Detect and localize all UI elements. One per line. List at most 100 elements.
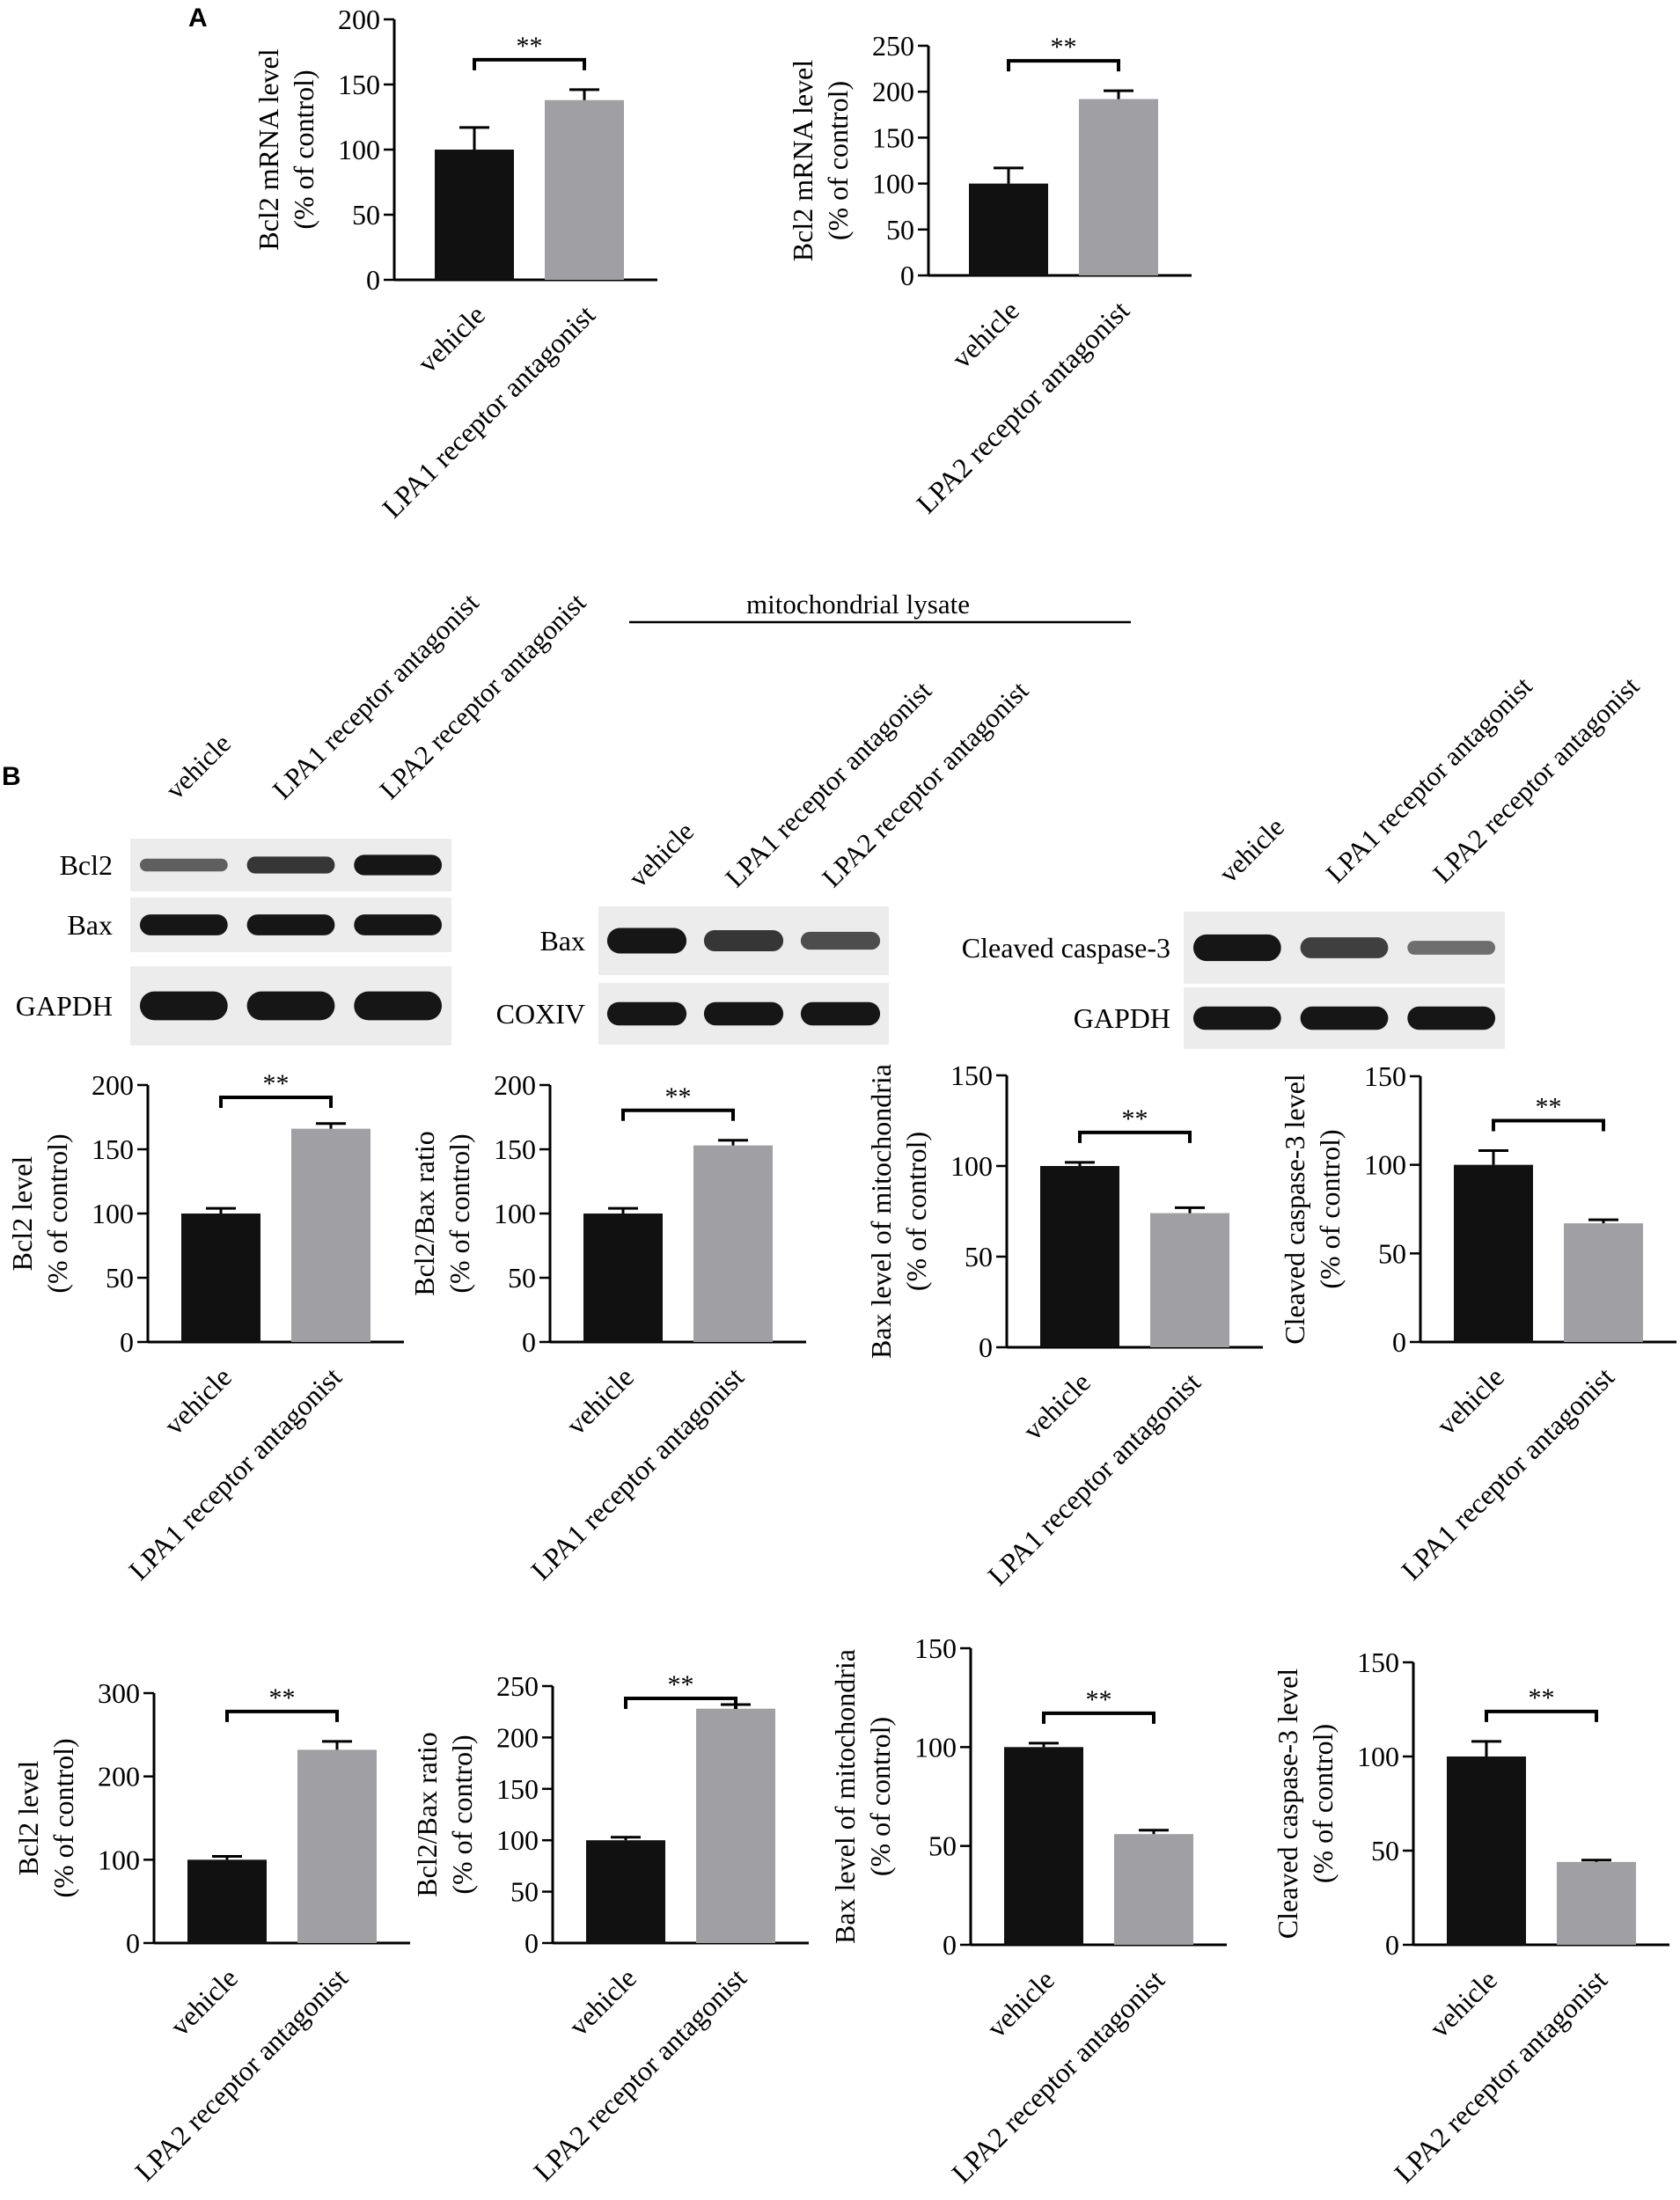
- bar: [181, 1214, 260, 1342]
- blot-band: [246, 991, 335, 1021]
- lane-label: vehicle: [622, 816, 700, 893]
- blot-row-label: Bcl2: [60, 849, 113, 881]
- y-tick-label: 150: [496, 1773, 539, 1805]
- y-axis-label: Cleaved caspase-3 level: [1279, 1074, 1310, 1345]
- x-tick-label: vehicle: [1016, 1366, 1097, 1446]
- significance-bracket: [1485, 1709, 1598, 1722]
- y-axis-label: (% of control): [822, 81, 854, 240]
- x-tick-label: vehicle: [1423, 1963, 1503, 2043]
- chart-4: 0 50 100 150 200 Bcl2/Bax ratio (% of control)…: [408, 1069, 806, 1586]
- y-axis-label: (% of control): [444, 1133, 475, 1293]
- x-tick-label: vehicle: [411, 298, 491, 378]
- bar: [1079, 99, 1158, 275]
- y-tick-label: 200: [494, 1069, 536, 1101]
- chart-3: 0 50 100 150 200 Bcl2 level (% of control) vehi…: [6, 1069, 404, 1586]
- y-axis-label: (% of control): [864, 1717, 896, 1876]
- y-tick-label: 50: [928, 1830, 957, 1862]
- y-tick-label: 150: [914, 1632, 957, 1664]
- y-tick-label: 100: [872, 168, 914, 200]
- bar: [435, 150, 514, 280]
- bar: [1004, 1747, 1083, 1945]
- y-tick-label: 0: [366, 264, 380, 296]
- y-tick-label: 0: [1385, 1929, 1399, 1961]
- y-axis-label: Bcl2/Bax ratio: [411, 1732, 443, 1897]
- x-tick-label: LPA2 receptor antagonist: [945, 1963, 1170, 2189]
- y-axis-label: (% of control): [1314, 1129, 1346, 1288]
- blot-band: [139, 914, 228, 935]
- y-axis-label: (% of control): [900, 1132, 932, 1291]
- blot-band: [606, 928, 687, 954]
- bar: [1447, 1756, 1526, 1945]
- blot-band: [1300, 1006, 1389, 1030]
- y-tick-label: 0: [979, 1331, 993, 1363]
- y-tick-label: 0: [943, 1929, 957, 1961]
- blot-band: [354, 991, 443, 1021]
- significance-label: **: [1536, 1093, 1562, 1122]
- x-tick-label: vehicle: [562, 1962, 642, 2042]
- lane-label: LPA2 receptor antagonist: [1427, 671, 1645, 889]
- y-axis-label: (% of control): [48, 1738, 79, 1897]
- blot-band: [246, 914, 335, 935]
- y-tick-label: 150: [338, 69, 380, 100]
- y-axis-label: (% of control): [446, 1734, 478, 1894]
- x-tick-label: LPA2 receptor antagonist: [1388, 1963, 1613, 2189]
- blot-band: [1407, 941, 1496, 955]
- y-axis-label: Bax level of mitochondria: [829, 1649, 861, 1944]
- significance-label: **: [517, 32, 543, 61]
- lane-label: LPA1 receptor antagonist: [267, 587, 485, 805]
- y-tick-label: 100: [1357, 1741, 1399, 1772]
- bar: [297, 1749, 377, 1943]
- blot-row-label: GAPDH: [16, 990, 113, 1022]
- y-tick-label: 200: [872, 76, 914, 107]
- x-tick-label: vehicle: [560, 1360, 640, 1441]
- y-tick-label: 100: [1364, 1149, 1406, 1181]
- bar: [696, 1708, 775, 1943]
- y-tick-label: 100: [92, 1198, 134, 1229]
- bar: [1114, 1834, 1193, 1945]
- significance-bracket: [1007, 59, 1120, 72]
- x-tick-label: LPA1 receptor antagonist: [1395, 1360, 1620, 1586]
- blot-row-label: COXIV: [496, 998, 585, 1030]
- y-tick-label: 200: [98, 1761, 140, 1793]
- lane-label: LPA2 receptor antagonist: [373, 587, 591, 805]
- blot-band: [246, 856, 335, 874]
- lane-label: vehicle: [1213, 811, 1290, 889]
- y-axis-label: (% of control): [1307, 1724, 1339, 1883]
- blot-band: [354, 854, 443, 876]
- x-tick-label: LPA1 receptor antagonist: [525, 1360, 750, 1586]
- significance-bracket: [1492, 1118, 1605, 1132]
- chart-6: 0 50 100 150 Cleaved caspase-3 level (% of co…: [1279, 1060, 1676, 1586]
- bar: [1564, 1223, 1643, 1342]
- chart-8: 0 50 100 150 200 250 Bcl2/Bax ratio (% of contr…: [411, 1670, 809, 2187]
- y-tick-label: 100: [914, 1731, 957, 1763]
- significance-label: **: [1122, 1104, 1148, 1133]
- y-tick-label: 50: [508, 1262, 536, 1294]
- blot-band: [800, 1001, 881, 1026]
- bar: [586, 1840, 665, 1943]
- y-tick-label: 150: [1357, 1646, 1399, 1678]
- x-tick-label: LPA2 receptor antagonist: [128, 1962, 354, 2187]
- x-tick-label: LPA1 receptor antagonist: [981, 1366, 1207, 1591]
- chart-9: 0 50 100 150 Bax level of mitochondria (% of …: [829, 1632, 1227, 2189]
- y-tick-label: 150: [1364, 1060, 1406, 1092]
- blot-band: [354, 914, 443, 935]
- blot-row-label: Bax: [67, 909, 113, 941]
- significance-label: **: [1529, 1683, 1555, 1712]
- y-tick-label: 100: [494, 1198, 536, 1229]
- significance-bracket: [225, 1709, 339, 1722]
- y-tick-label: 150: [494, 1133, 536, 1165]
- x-tick-label: LPA2 receptor antagonist: [910, 294, 1135, 519]
- bar: [1557, 1861, 1636, 1945]
- y-axis-label: Bax level of mitochondria: [865, 1064, 897, 1359]
- y-tick-label: 0: [525, 1927, 539, 1959]
- y-tick-label: 50: [1378, 1237, 1406, 1269]
- chart-1: 0 50 100 150 200 Bcl2 mRNA level (% of control…: [253, 4, 657, 524]
- chart-2: 0 50 100 150 200 250 Bcl2 mRNA level (% of cont…: [787, 30, 1192, 519]
- lane-label: vehicle: [159, 728, 237, 805]
- y-tick-label: 200: [496, 1721, 539, 1753]
- blot-row-label: Cleaved caspase-3: [962, 932, 1170, 964]
- x-tick-label: vehicle: [980, 1963, 1060, 2043]
